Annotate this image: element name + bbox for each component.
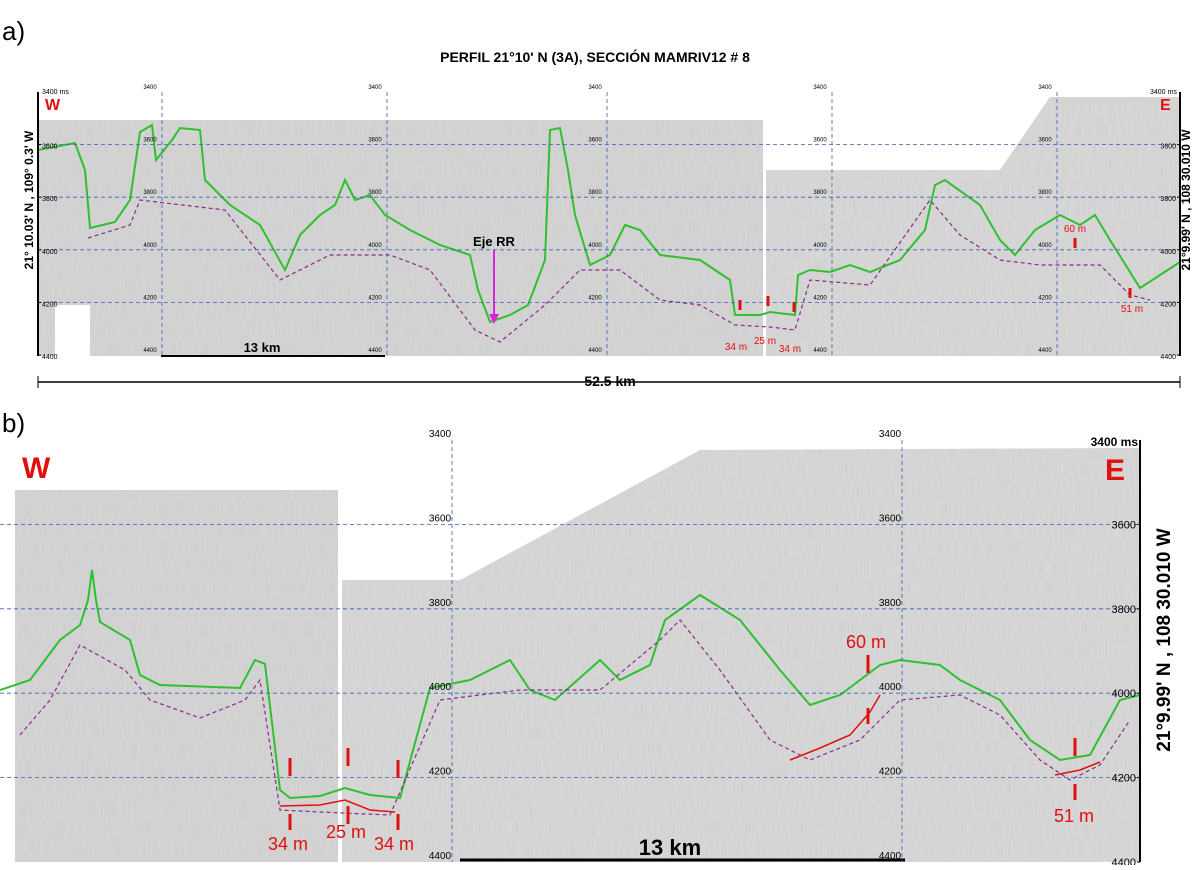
depth-tick-label: 4400 [42, 354, 58, 361]
depth-label: 3400 [429, 429, 452, 440]
panel-label: b) [2, 408, 25, 438]
depth-label: 4000 [1038, 243, 1052, 249]
depth-tick-label: 4000 [42, 249, 58, 256]
west-label: W [22, 452, 51, 485]
depth-label: 3600 [368, 138, 382, 144]
depth-label: 4400 [368, 348, 382, 354]
scale-bar-label: 13 km [639, 835, 701, 860]
depth-label: 3600 [1038, 138, 1052, 144]
depth-label: 4200 [813, 295, 827, 301]
thickness-label: 51 m [1121, 304, 1143, 315]
depth-tick-label: 4000 [1112, 688, 1136, 700]
depth-label: 4000 [429, 682, 452, 693]
left-coordinate: 21° 10.03' N , 109° 0.3' W [22, 130, 36, 269]
depth-label: 4400 [143, 348, 157, 354]
depth-label: 4400 [588, 348, 602, 354]
depth-tick-label: 3600 [1160, 144, 1176, 151]
axis-label: Eje RR [473, 234, 516, 249]
thickness-label: 34 m [268, 834, 308, 854]
depth-label: 3600 [429, 513, 452, 524]
depth-label: 3800 [588, 190, 602, 196]
depth-label: 4000 [368, 243, 382, 249]
top-label: 3400 ms [42, 89, 69, 96]
depth-label: 3800 [368, 190, 382, 196]
depth-tick-label: 4400 [1160, 354, 1176, 361]
depth-tick-label: 3600 [42, 144, 58, 151]
depth-label: 3400 [368, 85, 382, 91]
depth-label: 3800 [143, 190, 157, 196]
depth-label: 4000 [879, 682, 902, 693]
depth-label: 4000 [588, 243, 602, 249]
depth-label: 4200 [143, 295, 157, 301]
depth-label: 3600 [813, 138, 827, 144]
thickness-label: 34 m [374, 834, 414, 854]
depth-label: 4000 [813, 243, 827, 249]
depth-label: 3600 [879, 513, 902, 524]
depth-label: 4400 [813, 348, 827, 354]
depth-label: 3800 [879, 598, 902, 609]
west-label: W [45, 97, 61, 114]
seismic-b [0, 440, 1141, 862]
thickness-label: 25 m [326, 822, 366, 842]
thickness-label: 51 m [1054, 806, 1094, 826]
panel-label: a) [2, 16, 25, 46]
thickness-label: 25 m [754, 336, 776, 347]
top-label: 3400 ms [1091, 435, 1139, 449]
depth-tick-label: 3600 [1112, 519, 1136, 531]
seismic-a [37, 92, 1181, 388]
depth-tick-label: 4200 [1112, 773, 1136, 785]
depth-label: 4200 [1038, 295, 1052, 301]
depth-tick-label: 4200 [42, 301, 58, 308]
depth-label: 4200 [368, 295, 382, 301]
depth-tick-label: 3800 [42, 196, 58, 203]
depth-label: 3400 [879, 429, 902, 440]
thickness-label: 34 m [779, 344, 801, 355]
depth-tick-label: 4000 [1160, 249, 1176, 256]
depth-label: 3600 [143, 138, 157, 144]
depth-label: 4200 [429, 767, 452, 778]
scale-bar-label: 13 km [244, 340, 281, 355]
depth-label: 4400 [879, 851, 902, 862]
depth-label: 4200 [879, 767, 902, 778]
depth-label: 3400 [588, 85, 602, 91]
panel-title: PERFIL 21°10' N (3A), SECCIÓN MAMRIV12 #… [440, 48, 750, 65]
depth-label: 4000 [143, 243, 157, 249]
depth-label: 3800 [429, 598, 452, 609]
depth-label: 3400 [143, 85, 157, 91]
depth-label: 4200 [588, 295, 602, 301]
total-length: 52.5 km [584, 373, 635, 389]
east-label: E [1160, 97, 1171, 114]
thickness-label: 60 m [846, 632, 886, 652]
depth-tick-label: 3800 [1112, 604, 1136, 616]
east-label: E [1105, 454, 1125, 487]
thickness-label: 60 m [1064, 224, 1086, 235]
depth-tick-label: 4200 [1160, 301, 1176, 308]
depth-label: 3400 [1038, 85, 1052, 91]
depth-label: 3800 [1038, 190, 1052, 196]
depth-label: 3600 [588, 138, 602, 144]
right-coordinate: 21°9.99' N , 108 30.010 W [1154, 528, 1175, 751]
depth-label: 3400 [813, 85, 827, 91]
depth-tick-label: 3800 [1160, 196, 1176, 203]
right-coordinate: 21°9.99' N , 108 30.010 W [1179, 129, 1192, 271]
depth-label: 3800 [813, 190, 827, 196]
thickness-label: 34 m [725, 342, 747, 353]
top-label: 3400 ms [1150, 89, 1177, 96]
depth-label: 4400 [1038, 348, 1052, 354]
depth-label: 4400 [429, 851, 452, 862]
depth-tick-label: 4400 [1112, 857, 1136, 865]
